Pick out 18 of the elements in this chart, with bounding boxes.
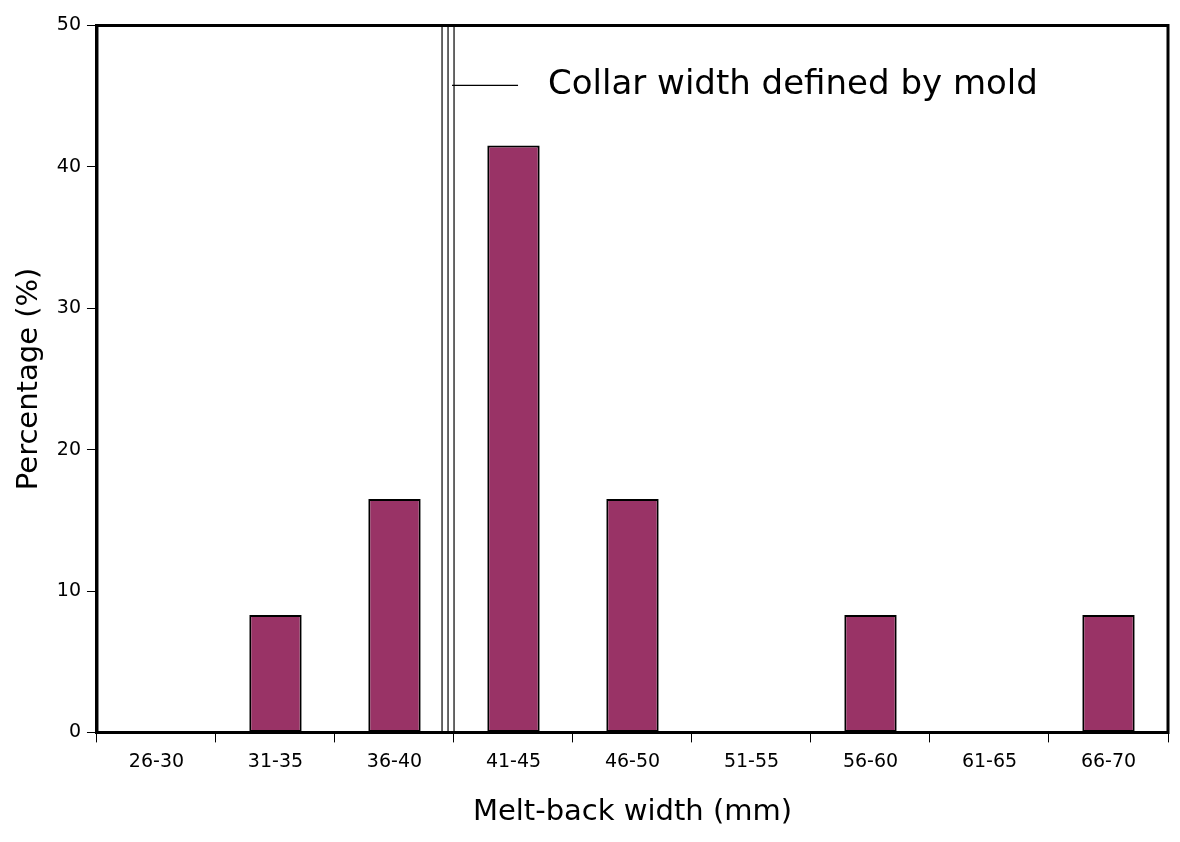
x-tick-label: 36-40 (366, 748, 423, 771)
y-tick-label: 0 (68, 719, 81, 742)
annotation: Collar width defined by mold (548, 62, 1038, 103)
x-tick-label: 66-70 (1080, 748, 1137, 771)
y-tick-label: 40 (56, 153, 81, 176)
y-tick-label: 50 (56, 12, 81, 35)
x-tick-label: 31-35 (247, 748, 304, 771)
x-axis-title: Melt-back width (mm) (472, 793, 793, 828)
y-tick-label: 10 (56, 577, 81, 600)
x-tick-label: 46-50 (604, 748, 661, 771)
x-tick-label: 26-30 (128, 748, 185, 771)
x-tick-label: 56-60 (842, 748, 899, 771)
x-tick-label: 41-45 (485, 748, 542, 771)
y-tick-label: 30 (56, 295, 81, 318)
x-tick-label: 51-55 (723, 748, 780, 771)
y-tick-label: 20 (56, 436, 81, 459)
y-axis-title: Percentage (%) (9, 267, 44, 491)
x-tick-label: 61-65 (961, 748, 1018, 771)
